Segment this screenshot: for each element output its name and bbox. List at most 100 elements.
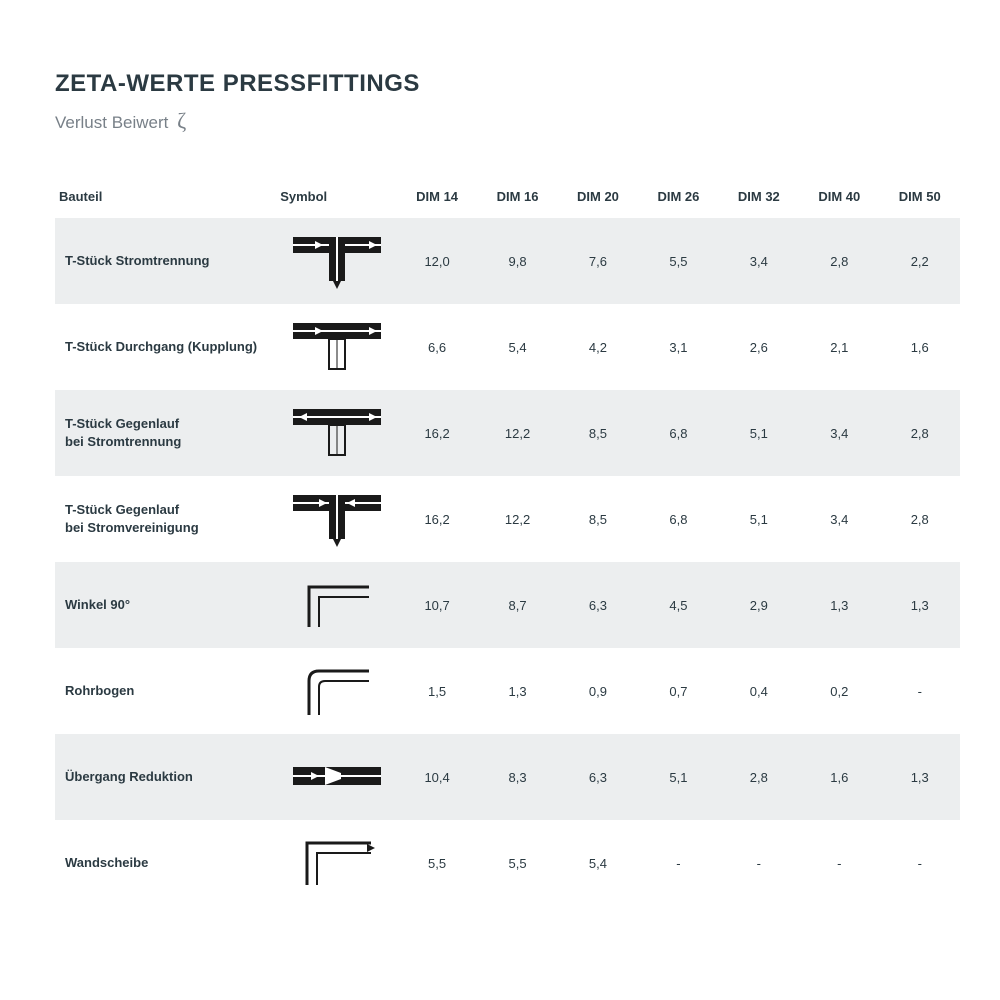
cell-value: 1,6 xyxy=(880,304,961,390)
cell-value: 2,9 xyxy=(719,562,799,648)
cell-value: 12,2 xyxy=(477,476,557,562)
table-header: Bauteil Symbol DIM 14 DIM 16 DIM 20 DIM … xyxy=(55,179,960,218)
col-header: DIM 16 xyxy=(477,179,557,218)
cell-value: - xyxy=(880,820,961,906)
fitting-icon xyxy=(289,403,385,463)
cell-value: 5,4 xyxy=(477,304,557,390)
cell-value: 6,8 xyxy=(638,390,718,476)
cell-value: 5,1 xyxy=(719,390,799,476)
row-symbol xyxy=(276,304,397,390)
cell-value: 5,4 xyxy=(558,820,638,906)
cell-value: 2,8 xyxy=(799,218,879,304)
cell-value: 0,7 xyxy=(638,648,718,734)
table-row: Wandscheibe5,55,55,4---- xyxy=(55,820,960,906)
cell-value: 3,1 xyxy=(638,304,718,390)
table-body: T-Stück Stromtrennung12,09,87,65,53,42,8… xyxy=(55,218,960,906)
table-row: T-Stück Gegenlaufbei Stromvereinigung16,… xyxy=(55,476,960,562)
cell-value: 2,8 xyxy=(880,390,961,476)
cell-value: 16,2 xyxy=(397,390,477,476)
col-header: DIM 32 xyxy=(719,179,799,218)
cell-value: 8,5 xyxy=(558,390,638,476)
cell-value: 16,2 xyxy=(397,476,477,562)
table-row: Rohrbogen 1,51,30,90,70,40,2- xyxy=(55,648,960,734)
col-header: DIM 14 xyxy=(397,179,477,218)
cell-value: 6,6 xyxy=(397,304,477,390)
cell-value: 8,7 xyxy=(477,562,557,648)
table-row: Winkel 90°10,78,76,34,52,91,31,3 xyxy=(55,562,960,648)
cell-value: 2,8 xyxy=(719,734,799,820)
col-header: Symbol xyxy=(276,179,397,218)
cell-value: 2,2 xyxy=(880,218,961,304)
cell-value: 6,3 xyxy=(558,562,638,648)
cell-value: 5,5 xyxy=(477,820,557,906)
cell-value: 5,5 xyxy=(638,218,718,304)
row-label: Rohrbogen xyxy=(55,648,276,734)
row-label: Wandscheibe xyxy=(55,820,276,906)
cell-value: 3,4 xyxy=(799,390,879,476)
fitting-icon xyxy=(289,317,385,377)
row-label: T-Stück Durchgang (Kupplung) xyxy=(55,304,276,390)
cell-value: 12,0 xyxy=(397,218,477,304)
col-header: DIM 20 xyxy=(558,179,638,218)
cell-value: 6,3 xyxy=(558,734,638,820)
col-header: DIM 50 xyxy=(880,179,961,218)
cell-value: - xyxy=(880,648,961,734)
row-label: T-Stück Stromtrennung xyxy=(55,218,276,304)
cell-value: 6,8 xyxy=(638,476,718,562)
row-symbol xyxy=(276,562,397,648)
table-row: T-Stück Gegenlaufbei Stromtrennung 16,212… xyxy=(55,390,960,476)
cell-value: 2,1 xyxy=(799,304,879,390)
row-symbol xyxy=(276,820,397,906)
row-label: Winkel 90° xyxy=(55,562,276,648)
row-label: T-Stück Gegenlaufbei Stromtrennung xyxy=(55,390,276,476)
cell-value: 1,3 xyxy=(880,562,961,648)
row-symbol xyxy=(276,734,397,820)
cell-value: 1,6 xyxy=(799,734,879,820)
cell-value: 5,1 xyxy=(719,476,799,562)
cell-value: 1,3 xyxy=(477,648,557,734)
col-header: Bauteil xyxy=(55,179,276,218)
page-title: ZETA-WERTE PRESSFITTINGS xyxy=(55,70,960,98)
fitting-icon xyxy=(289,833,385,893)
col-header: DIM 40 xyxy=(799,179,879,218)
fitting-icon xyxy=(289,231,385,291)
cell-value: 10,4 xyxy=(397,734,477,820)
cell-value: 4,5 xyxy=(638,562,718,648)
cell-value: 8,5 xyxy=(558,476,638,562)
row-symbol xyxy=(276,476,397,562)
row-label: Übergang Reduktion xyxy=(55,734,276,820)
cell-value: 8,3 xyxy=(477,734,557,820)
cell-value: 3,4 xyxy=(719,218,799,304)
fitting-icon xyxy=(289,747,385,807)
cell-value: 5,1 xyxy=(638,734,718,820)
cell-value: - xyxy=(638,820,718,906)
cell-value: 1,3 xyxy=(799,562,879,648)
fitting-icon xyxy=(289,661,385,721)
row-symbol xyxy=(276,390,397,476)
fitting-icon xyxy=(289,575,385,635)
cell-value: 4,2 xyxy=(558,304,638,390)
cell-value: 3,4 xyxy=(799,476,879,562)
cell-value: 0,9 xyxy=(558,648,638,734)
zeta-symbol: ζ xyxy=(173,108,186,133)
cell-value: 5,5 xyxy=(397,820,477,906)
cell-value: 9,8 xyxy=(477,218,557,304)
cell-value: 2,8 xyxy=(880,476,961,562)
cell-value: 0,2 xyxy=(799,648,879,734)
fitting-icon xyxy=(289,489,385,549)
subtitle-prefix: Verlust Beiwert xyxy=(55,113,168,132)
table-row: Übergang Reduktion10,48,36,35,12,81,61,3 xyxy=(55,734,960,820)
cell-value: 0,4 xyxy=(719,648,799,734)
row-symbol xyxy=(276,648,397,734)
page-subtitle: Verlust Beiwert ζ xyxy=(55,108,960,134)
cell-value: - xyxy=(719,820,799,906)
cell-value: 7,6 xyxy=(558,218,638,304)
cell-value: - xyxy=(799,820,879,906)
cell-value: 12,2 xyxy=(477,390,557,476)
table-row: T-Stück Stromtrennung 12,09,87,65,53,42,8… xyxy=(55,218,960,304)
cell-value: 1,5 xyxy=(397,648,477,734)
cell-value: 2,6 xyxy=(719,304,799,390)
table-row: T-Stück Durchgang (Kupplung) 6,65,44,23,1… xyxy=(55,304,960,390)
cell-value: 10,7 xyxy=(397,562,477,648)
row-symbol xyxy=(276,218,397,304)
